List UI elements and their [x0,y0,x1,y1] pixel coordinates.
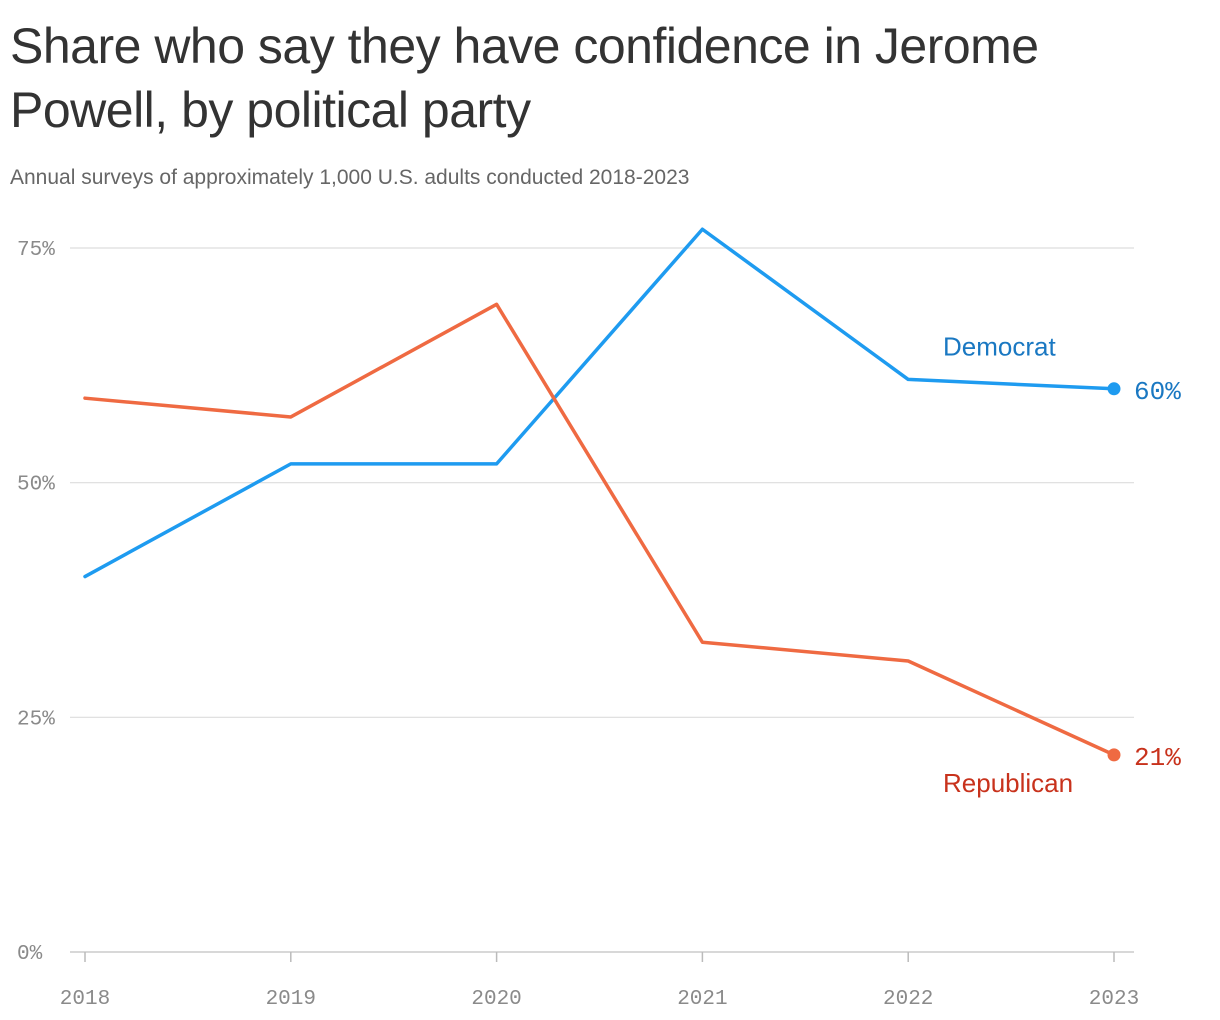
end-value-label: 21% [1134,743,1181,773]
end-value-label: 60% [1134,377,1181,407]
y-tick-label: 0% [17,943,43,966]
x-tick-label: 2019 [266,988,316,1011]
end-point-republican [1107,748,1121,762]
series-line-democrat [83,227,1116,579]
x-tick-label: 2020 [471,988,521,1011]
y-tick-label: 75% [17,239,55,262]
x-tick-label: 2022 [883,988,933,1011]
x-tick-label: 2021 [677,988,727,1011]
series-label-democrat: Democrat [943,331,1056,361]
chart-title: Share who say they have confidence in Je… [10,18,1039,138]
series-label-republican: Republican [943,768,1073,798]
y-tick-label: 25% [17,708,55,731]
y-tick-label: 50% [17,474,55,497]
x-tick-label: 2018 [60,988,110,1011]
end-point-democrat [1107,382,1121,396]
x-tick-label: 2023 [1089,988,1139,1011]
chart-subtitle: Annual surveys of approximately 1,000 U.… [10,166,690,189]
series-line-republican [83,302,1116,757]
